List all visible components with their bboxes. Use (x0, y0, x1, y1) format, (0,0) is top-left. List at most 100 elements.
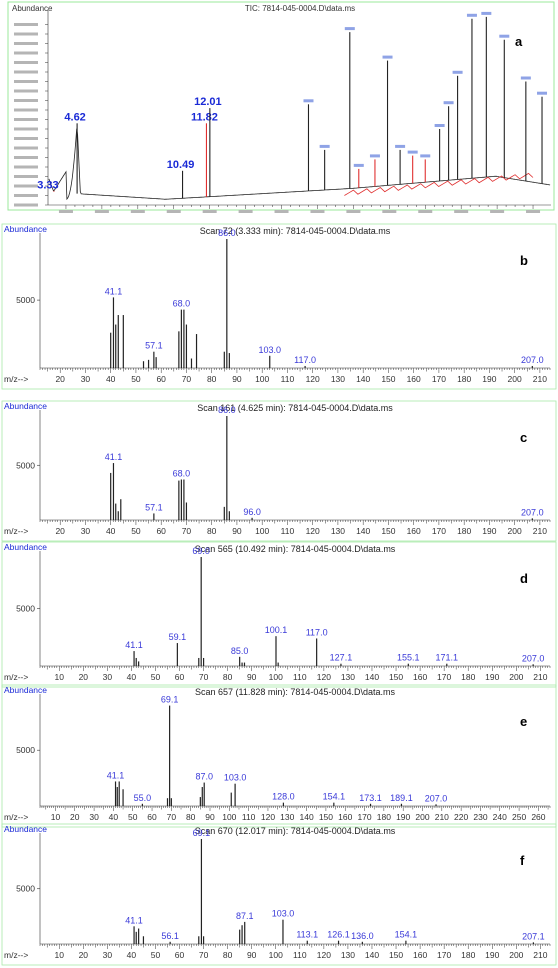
panel-d-xtick-label: 80 (223, 672, 233, 682)
tic-peak-label: 3.33 (37, 180, 58, 192)
panel-a-ytick-label (14, 80, 38, 83)
panel-c-peak-label: 86.0 (218, 405, 236, 415)
panel-c-xtick-label: 60 (156, 526, 166, 536)
panel-f-peak-label: 207.1 (522, 931, 545, 941)
panel-f-xtick-label: 170 (437, 950, 451, 960)
panel-c-xtick-label: 100 (255, 526, 269, 536)
panel-a-xtick-label (274, 210, 289, 213)
panel-d-peak-label: 155.1 (397, 653, 420, 663)
panel-e-spectrum: Abundance Scan 657 (11.828 min): 7814-045… (1, 684, 557, 828)
panel-f-spectrum: Abundance Scan 670 (12.017 min): 7814-045… (1, 823, 557, 966)
panel-c-xtick-label: 90 (232, 526, 242, 536)
panel-b-xtick-label: 20 (55, 374, 65, 384)
panel-c-peak-label: 96.0 (243, 507, 261, 517)
panel-d-peak-label: 117.0 (306, 627, 328, 637)
panel-d-letter: d (520, 571, 528, 586)
panel-b-xlabel: m/z--> (4, 374, 28, 384)
panel-c-xtick-label: 210 (533, 526, 547, 536)
panel-c-xtick-label: 200 (508, 526, 522, 536)
panel-a-ytick-label (14, 99, 38, 102)
panel-b-xtick-label: 130 (331, 374, 345, 384)
panel-a-xtick-label (454, 210, 469, 213)
panel-a-tic: Abundance TIC: 7814-045-0004.D\data.ms a 3.… (7, 1, 555, 213)
tic-peak-label: 12.01 (194, 96, 222, 108)
panel-f-xlabel: m/z--> (4, 950, 28, 960)
panel-a-ytick-label (14, 137, 38, 140)
panel-f-peak-label: 113.1 (296, 930, 318, 940)
panel-b-peak-label: 117.0 (294, 355, 316, 365)
panel-e-peak-label: 41.1 (107, 770, 125, 780)
panel-c-peak-label: 41.1 (105, 452, 123, 462)
panel-b-peak-label: 57.1 (145, 341, 163, 351)
panel-c-xtick-label: 170 (432, 526, 446, 536)
panel-a-xtick-label (418, 210, 433, 213)
panel-d-peak-label: 85.0 (231, 646, 249, 656)
panel-e-xtick-label: 140 (299, 812, 313, 822)
panel-b-xtick-label: 170 (432, 374, 446, 384)
panel-b-xtick-label: 180 (457, 374, 471, 384)
panel-c-xtick-label: 70 (182, 526, 192, 536)
panel-f-peak-label: 41.1 (125, 915, 143, 925)
panel-b-xtick-label: 40 (106, 374, 116, 384)
panel-b-xtick-label: 80 (207, 374, 217, 384)
tic-peak-label-small (481, 11, 492, 15)
tic-peak-label-small (537, 91, 548, 95)
panel-e-frame (1, 684, 557, 828)
panel-a-ytick-label (14, 203, 38, 207)
panel-f-xtick-label: 180 (461, 950, 475, 960)
panel-b-xtick-label: 50 (131, 374, 141, 384)
panel-e-title: Scan 657 (11.828 min): 7814-045-0004.D\d… (195, 687, 395, 697)
panel-e-xtick-label: 100 (222, 812, 236, 822)
panel-b-peak-label: 207.0 (521, 355, 544, 365)
panel-e-xtick-label: 190 (396, 812, 410, 822)
panel-f-xtick-label: 90 (247, 950, 257, 960)
panel-e-xtick-label: 30 (89, 812, 99, 822)
panel-b-spectrum: Abundance Scan 72 (3.333 min): 7814-045-0… (1, 223, 557, 390)
panel-d-xtick-label: 170 (437, 672, 451, 682)
panel-a-ytick-label (14, 184, 38, 188)
panel-d-xtick-label: 60 (175, 672, 185, 682)
panel-e-xtick-label: 250 (512, 812, 526, 822)
tic-peak-label-small (353, 163, 364, 167)
panel-f-xtick-label: 130 (341, 950, 355, 960)
tic-trace (48, 128, 551, 201)
panel-e-xtick-label: 200 (415, 812, 429, 822)
panel-c-xtick-label: 20 (55, 526, 65, 536)
panel-d-xtick-label: 30 (103, 672, 113, 682)
panel-e-xtick-label: 240 (493, 812, 507, 822)
panel-f-peak-label: 87.1 (236, 911, 254, 921)
panel-a-xtick-label (310, 210, 325, 213)
panel-c-peak-label: 57.1 (145, 502, 163, 512)
panel-d-xtick-label: 200 (509, 672, 523, 682)
panel-a-ytick-label (14, 89, 38, 93)
panel-f-peak-label: 103.0 (272, 909, 295, 919)
tic-peak-label-small (382, 55, 393, 59)
tic-peak-label-small (520, 76, 531, 80)
panel-d-peak-label: 69.0 (192, 546, 210, 556)
panel-e-xtick-label: 90 (205, 812, 215, 822)
panel-e-letter: e (520, 714, 527, 729)
panel-f-ylabel: Abundance (4, 824, 47, 834)
panel-a-ytick-label (14, 194, 38, 197)
panel-b-xtick-label: 90 (232, 374, 242, 384)
panel-b-xtick-label: 70 (182, 374, 192, 384)
tic-peak-label: 11.82 (191, 111, 218, 123)
panel-d-xtick-label: 70 (199, 672, 209, 682)
tic-red-baseline (344, 172, 534, 196)
panel-b-xtick-label: 60 (156, 374, 166, 384)
panel-e-xtick-label: 160 (338, 812, 352, 822)
panel-a-letter: a (515, 34, 523, 49)
panel-a-xtick-label (526, 210, 541, 213)
panel-c-xtick-label: 40 (106, 526, 116, 536)
panel-d-xtick-label: 180 (461, 672, 475, 682)
panel-e-xtick-label: 50 (128, 812, 138, 822)
panel-c-xtick-label: 160 (407, 526, 421, 536)
panel-a-xtick-label (346, 210, 361, 213)
panel-f-xtick-label: 110 (293, 950, 307, 960)
panel-f-title: Scan 670 (12.017 min): 7814-045-0004.D\d… (195, 826, 396, 836)
panel-e-xtick-label: 230 (473, 812, 487, 822)
panel-c-xtick-label: 110 (281, 526, 295, 536)
panel-d-ylabel: Abundance (4, 542, 47, 552)
panel-c-xtick-label: 120 (306, 526, 320, 536)
panel-f-xtick-label: 100 (269, 950, 283, 960)
